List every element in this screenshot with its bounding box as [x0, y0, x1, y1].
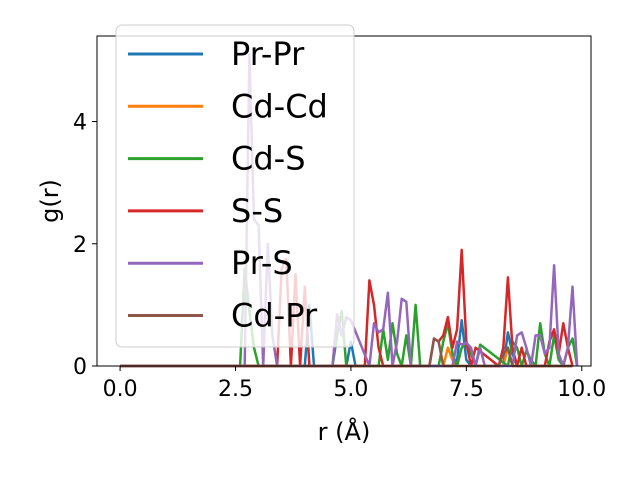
x-tick-label: 7.5 — [449, 377, 484, 402]
x-tick-label: 5.0 — [333, 377, 368, 402]
x-tick-label: 2.5 — [218, 377, 253, 402]
legend: Pr-Pr Cd-Cd Cd-S S-S Pr-S Cd-Pr — [115, 24, 355, 348]
legend-label: Pr-Pr — [231, 35, 305, 73]
x-axis-label: r (Å) — [318, 417, 371, 446]
y-tick-label: 0 — [73, 355, 87, 380]
y-tick-label: 2 — [73, 233, 87, 258]
x-tick-label: 0.0 — [103, 377, 138, 402]
legend-label: Cd-Pr — [231, 297, 318, 335]
legend-label: Cd-S — [231, 140, 306, 178]
legend-label: Cd-Cd — [231, 87, 328, 125]
y-axis-label: g(r) — [36, 179, 64, 223]
y-tick-label: 4 — [73, 111, 87, 136]
y-axis-ticks: 0 2 4 — [73, 111, 97, 380]
legend-label: Pr-S — [231, 244, 293, 282]
x-tick-label: 10.0 — [557, 377, 606, 402]
x-axis-ticks: 0.0 2.5 5.0 7.5 10.0 — [103, 366, 606, 402]
legend-label: S-S — [231, 192, 283, 230]
